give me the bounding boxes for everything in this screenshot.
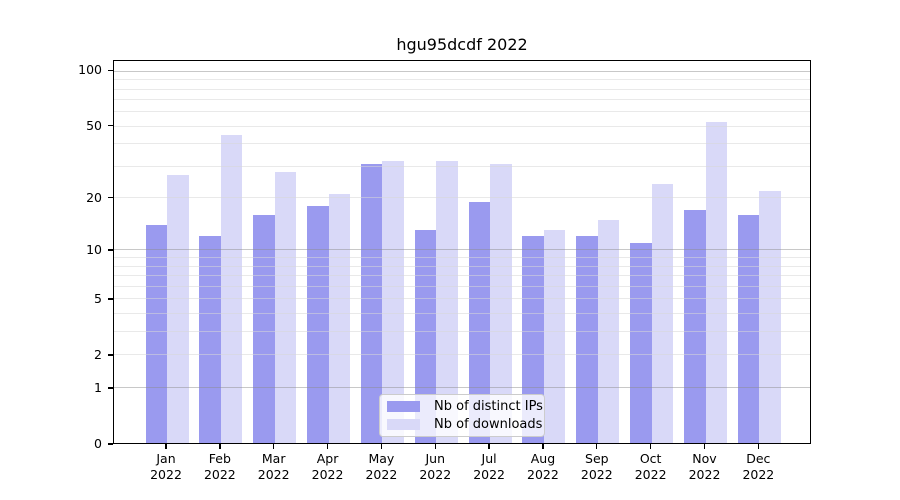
x-tick-mark-8 xyxy=(542,444,544,449)
legend-label-distinct-ips: Nb of distinct IPs xyxy=(434,399,543,415)
bar-downloads-jan-2022 xyxy=(167,174,189,443)
legend-swatch-distinct-ips xyxy=(387,401,420,413)
y-tick-mark-0 xyxy=(107,443,113,445)
x-tick-mark-3 xyxy=(273,444,275,449)
bar-distinct-ips-nov-2022 xyxy=(684,210,706,443)
x-tick-mark-7 xyxy=(488,444,490,449)
y-tick-mark-100 xyxy=(107,69,113,72)
x-tick-label-sep: Sep 2022 xyxy=(580,451,613,482)
plot-area: Nb of distinct IPs Nb of downloads xyxy=(113,60,811,444)
bar-downloads-jul-2022 xyxy=(490,163,512,443)
x-tick-label-apr: Apr 2022 xyxy=(311,451,344,482)
y-tick-label-1: 1 xyxy=(94,379,102,395)
gridline-80 xyxy=(114,88,810,90)
y-tick-mark-1 xyxy=(107,387,113,389)
y-tick-label-5: 5 xyxy=(94,290,102,306)
x-tick-label-jun: Jun 2022 xyxy=(419,451,452,482)
x-tick-label-aug: Aug 2022 xyxy=(527,451,559,482)
bar-distinct-ips-mar-2022 xyxy=(253,214,275,443)
x-tick-mark-6 xyxy=(434,444,436,449)
y-tick-label-20: 20 xyxy=(86,189,102,205)
bar-downloads-sep-2022 xyxy=(597,219,620,443)
bar-distinct-ips-may-2022 xyxy=(360,163,383,443)
x-tick-label-may: May 2022 xyxy=(365,451,398,482)
bar-distinct-ips-oct-2022 xyxy=(630,242,652,443)
y-tick-label-10: 10 xyxy=(86,241,102,257)
bar-distinct-ips-aug-2022 xyxy=(522,236,544,443)
bar-downloads-jun-2022 xyxy=(436,161,458,443)
y-tick-mark-2 xyxy=(107,354,113,356)
bar-downloads-nov-2022 xyxy=(705,121,727,443)
x-tick-mark-12 xyxy=(757,444,760,449)
bar-distinct-ips-dec-2022 xyxy=(737,214,760,443)
y-tick-label-0: 0 xyxy=(94,436,102,451)
x-tick-mark-4 xyxy=(326,444,329,449)
legend: Nb of distinct IPs Nb of downloads xyxy=(379,394,545,437)
gridline-90 xyxy=(114,79,810,81)
bar-distinct-ips-jan-2022 xyxy=(145,224,167,443)
y-tick-label-2: 2 xyxy=(94,347,102,363)
bar-distinct-ips-jul-2022 xyxy=(468,201,491,443)
bar-downloads-may-2022 xyxy=(382,161,404,443)
legend-label-downloads: Nb of downloads xyxy=(434,416,543,432)
y-tick-mark-50 xyxy=(107,125,113,127)
legend-row-downloads: Nb of downloads xyxy=(387,417,542,432)
chart-title: hgu95dcdf 2022 xyxy=(396,35,528,54)
x-tick-label-mar: Mar 2022 xyxy=(257,451,290,482)
x-tick-mark-11 xyxy=(703,444,706,449)
bar-distinct-ips-sep-2022 xyxy=(576,236,598,443)
legend-swatch-downloads xyxy=(387,418,420,430)
gridline-60 xyxy=(114,111,810,113)
legend-row-distinct-ips: Nb of distinct IPs xyxy=(387,399,543,414)
y-tick-label-50: 50 xyxy=(86,117,102,133)
x-tick-mark-9 xyxy=(596,444,598,449)
bar-distinct-ips-feb-2022 xyxy=(199,236,221,443)
bar-downloads-oct-2022 xyxy=(651,183,674,443)
y-tick-mark-10 xyxy=(107,249,113,251)
y-tick-label-100: 100 xyxy=(78,62,102,78)
gridline-70 xyxy=(114,99,810,101)
bar-downloads-aug-2022 xyxy=(543,230,566,443)
x-tick-label-jan: Jan 2022 xyxy=(150,451,182,482)
bar-downloads-mar-2022 xyxy=(274,171,297,443)
bar-distinct-ips-jun-2022 xyxy=(414,230,437,443)
bar-downloads-feb-2022 xyxy=(220,134,243,443)
x-tick-label-jul: Jul 2022 xyxy=(473,451,505,482)
y-tick-mark-5 xyxy=(107,298,113,300)
gridline-100 xyxy=(114,70,810,72)
x-tick-label-nov: Nov 2022 xyxy=(688,451,721,482)
bar-downloads-apr-2022 xyxy=(328,194,351,443)
y-tick-mark-20 xyxy=(107,196,113,199)
x-tick-mark-10 xyxy=(649,444,652,449)
x-tick-mark-5 xyxy=(380,444,383,449)
bar-distinct-ips-apr-2022 xyxy=(307,205,329,443)
x-tick-label-oct: Oct 2022 xyxy=(634,451,667,482)
bar-downloads-dec-2022 xyxy=(759,190,781,443)
x-tick-mark-2 xyxy=(219,444,221,449)
x-tick-mark-1 xyxy=(165,444,167,449)
x-tick-label-dec: Dec 2022 xyxy=(742,451,775,482)
x-tick-label-feb: Feb 2022 xyxy=(203,451,236,482)
